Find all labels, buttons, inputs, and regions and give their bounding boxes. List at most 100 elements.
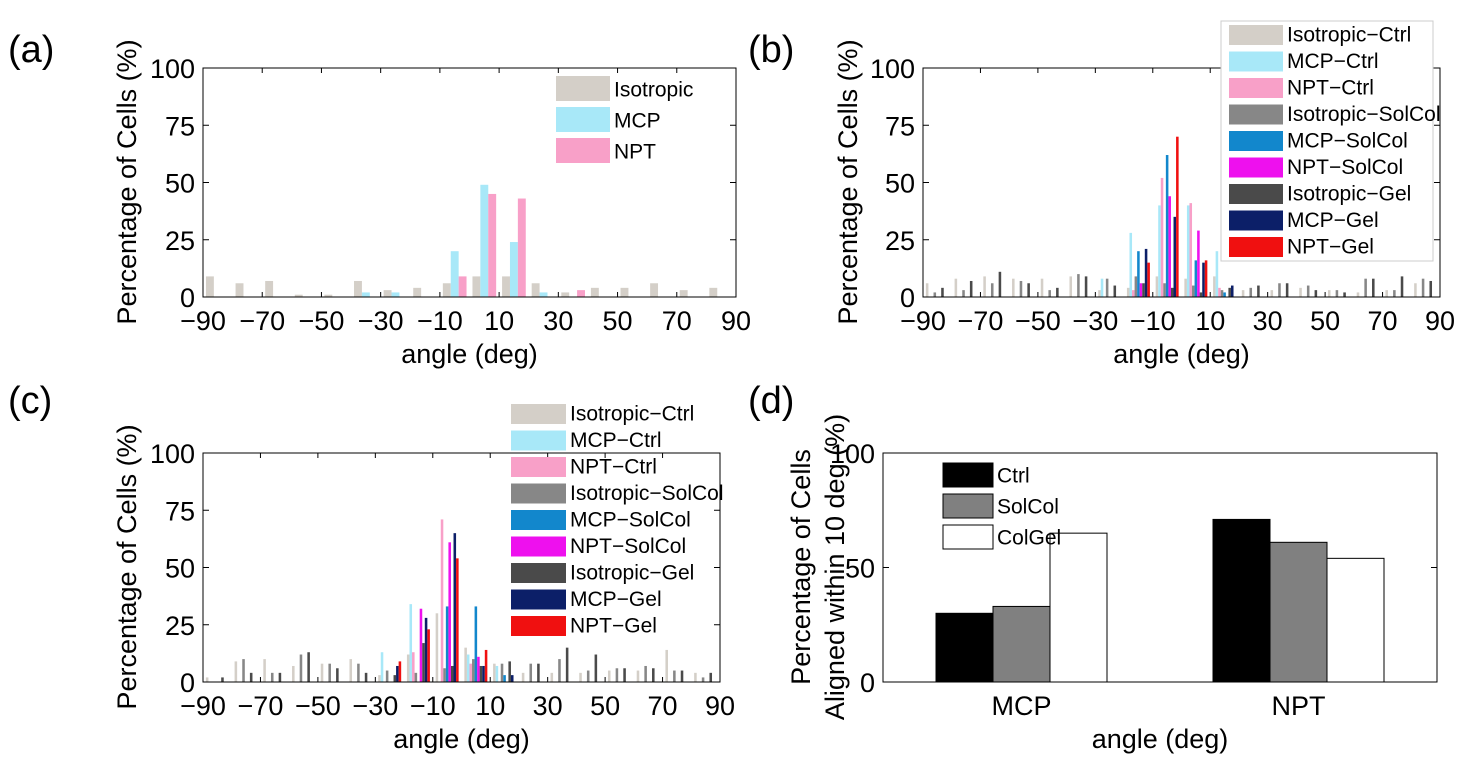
bar: [292, 665, 295, 682]
bar: [1168, 196, 1171, 297]
bar: [1056, 287, 1059, 297]
x-tick-label: 10: [1195, 306, 1225, 336]
bar: [561, 292, 570, 297]
bar: [1202, 262, 1205, 297]
y-tick-label: 25: [165, 226, 195, 256]
bar: [1144, 248, 1148, 297]
bar: [537, 663, 540, 682]
bar: [480, 184, 489, 297]
x-tick-label: 50: [590, 691, 620, 721]
y-axis-label: Percentage of Cells (%): [833, 39, 863, 324]
bar: [364, 672, 368, 682]
legend-swatch: [511, 430, 566, 451]
bar: [586, 670, 590, 682]
bar: [1241, 290, 1245, 297]
x-tick-label: −90: [900, 306, 946, 336]
legend-swatch: [556, 76, 610, 101]
x-tick-label: 30: [533, 691, 563, 721]
bar: [493, 663, 496, 682]
axes-frame: [202, 67, 737, 298]
legend-label: Ctrl: [997, 465, 1030, 488]
bar: [422, 643, 425, 682]
bar: [1155, 276, 1159, 297]
bar: [1184, 278, 1187, 297]
bar: [941, 287, 944, 297]
x-tick-label: MCP: [992, 691, 1052, 721]
bar: [1186, 205, 1190, 297]
bar: [1077, 274, 1080, 297]
x-axis-label: angle (deg): [401, 339, 538, 369]
legend-swatch: [511, 563, 566, 583]
bar: [456, 558, 459, 682]
x-axis-label: angle (deg): [393, 724, 530, 754]
bar: [1270, 290, 1274, 297]
bar: [235, 283, 244, 297]
x-tick-label: 90: [1425, 306, 1455, 336]
bar: [709, 287, 718, 297]
bar: [398, 661, 402, 682]
bar: [474, 606, 478, 682]
bar: [1343, 292, 1346, 297]
bar: [539, 292, 548, 297]
bar: [954, 278, 958, 297]
axes-frame: [882, 452, 1438, 683]
bar: [650, 283, 659, 297]
bar: [508, 661, 511, 682]
bar: [1158, 205, 1161, 297]
legend-swatch: [1229, 184, 1283, 204]
x-tick-label: 30: [543, 306, 573, 336]
bar: [1027, 283, 1030, 297]
bar: [636, 670, 640, 682]
panel-label: (a): [8, 29, 54, 71]
y-tick-label: 0: [180, 283, 195, 313]
x-tick-label: 50: [603, 306, 633, 336]
bar: [679, 290, 688, 297]
bar: [1113, 285, 1117, 297]
plot-area: [203, 453, 720, 682]
panel-label: (d): [748, 380, 794, 422]
bar: [1176, 136, 1179, 297]
bar: [1393, 290, 1396, 297]
x-tick-label: −50: [1015, 306, 1061, 336]
x-tick-label: −10: [410, 691, 456, 721]
bar: [503, 675, 506, 682]
bar: [709, 672, 713, 682]
y-tick-label: 75: [165, 111, 195, 141]
x-tick-label: 10: [475, 691, 505, 721]
x-axis-label: angle (deg): [1092, 724, 1229, 754]
bar: [962, 290, 965, 297]
bar: [1400, 276, 1404, 297]
legend-label: NPT−Gel: [1287, 235, 1374, 258]
legend: Ctrl SolCol ColGel: [942, 462, 1061, 550]
bar: [294, 294, 303, 297]
x-tick-label: −30: [352, 691, 398, 721]
bar: [1299, 287, 1302, 297]
bar: [361, 292, 370, 297]
x-tick-label: −50: [295, 691, 341, 721]
bar: [1173, 216, 1177, 297]
bar: [1098, 290, 1101, 297]
legend: Isotropic−Ctrl MCP−Ctrl NPT−Ctrl Isotropic−…: [1220, 20, 1441, 262]
legend-label: NPT−SolCol: [570, 535, 686, 558]
bar: [443, 668, 446, 682]
x-tick-label: −70: [238, 691, 284, 721]
legend-swatch: [942, 462, 994, 488]
bar: [992, 605, 1051, 683]
bar: [1364, 278, 1367, 297]
bar: [1160, 177, 1164, 297]
bar: [1084, 276, 1088, 297]
bar: [466, 654, 470, 682]
legend-label: MCP−SolCol: [570, 508, 691, 531]
chart-panel-b: −90 −70 −50 −30 −10 10 30 50 70 90 0 25 50 75 100 angle…: [748, 20, 1455, 369]
y-tick-label: 25: [885, 226, 915, 256]
bar: [1372, 278, 1375, 297]
bar: [1019, 280, 1023, 297]
bar: [1048, 290, 1051, 297]
bar: [1069, 276, 1073, 297]
y-tick-label: 0: [860, 668, 875, 698]
y-tick-label: 50: [845, 554, 875, 584]
legend: Isotropic MCP NPT: [556, 76, 693, 164]
bar: [1327, 290, 1331, 297]
bar: [594, 654, 598, 682]
